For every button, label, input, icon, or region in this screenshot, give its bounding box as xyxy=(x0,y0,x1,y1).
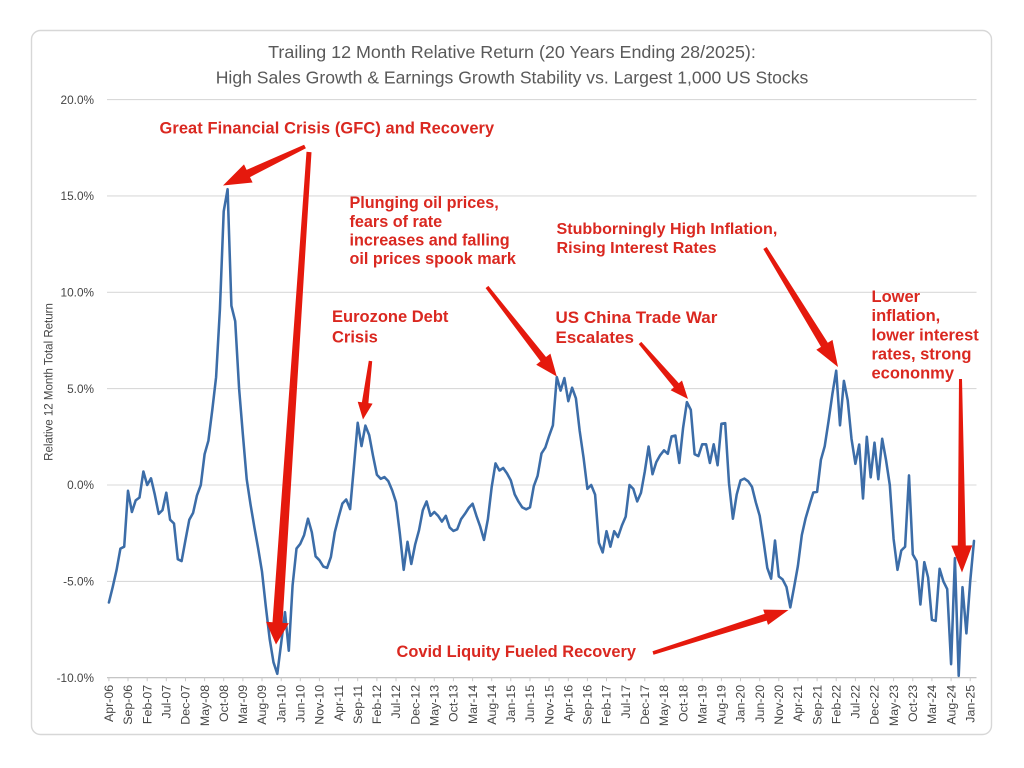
svg-text:fears of rate: fears of rate xyxy=(350,213,443,231)
svg-text:Lower: Lower xyxy=(872,288,921,306)
svg-text:Covid Liquity Fueled Recovery: Covid Liquity Fueled Recovery xyxy=(397,643,637,661)
svg-text:Stubborningly High Inflation,: Stubborningly High Inflation, xyxy=(557,220,778,238)
svg-text:Jun-15: Jun-15 xyxy=(523,685,537,723)
svg-text:econonmy: econonmy xyxy=(872,365,955,383)
svg-text:-5.0%: -5.0% xyxy=(63,575,94,589)
svg-text:-10.0%: -10.0% xyxy=(57,671,95,685)
svg-text:Jan-15: Jan-15 xyxy=(504,685,518,723)
svg-text:Nov-20: Nov-20 xyxy=(772,685,786,725)
svg-text:20.0%: 20.0% xyxy=(61,93,95,107)
svg-text:Jul-12: Jul-12 xyxy=(389,685,403,719)
svg-text:Oct-18: Oct-18 xyxy=(676,685,690,722)
svg-text:inflation,: inflation, xyxy=(872,307,941,325)
svg-text:oil prices spook mark: oil prices spook mark xyxy=(350,250,517,268)
svg-text:Feb-12: Feb-12 xyxy=(370,685,384,724)
svg-text:Dec-07: Dec-07 xyxy=(179,685,193,725)
svg-text:Apr-16: Apr-16 xyxy=(562,685,576,722)
svg-text:Mar-24: Mar-24 xyxy=(925,685,939,724)
svg-text:Feb-17: Feb-17 xyxy=(600,685,614,724)
svg-text:Oct-13: Oct-13 xyxy=(447,685,461,722)
svg-text:Sep-11: Sep-11 xyxy=(351,685,365,724)
svg-text:Dec-22: Dec-22 xyxy=(868,685,882,725)
svg-text:Apr-21: Apr-21 xyxy=(791,685,805,722)
svg-text:Sep-21: Sep-21 xyxy=(810,685,824,725)
svg-text:Mar-14: Mar-14 xyxy=(466,685,480,724)
svg-text:Oct-08: Oct-08 xyxy=(217,685,231,722)
svg-text:Jan-10: Jan-10 xyxy=(274,685,288,723)
svg-text:Jul-17: Jul-17 xyxy=(619,685,633,719)
svg-text:Aug-09: Aug-09 xyxy=(255,685,269,725)
svg-text:Nov-10: Nov-10 xyxy=(313,685,327,725)
svg-text:Jun-20: Jun-20 xyxy=(753,685,767,723)
svg-text:Plunging oil prices,: Plunging oil prices, xyxy=(350,194,499,212)
svg-text:Great Financial Crisis (GFC) a: Great Financial Crisis (GFC) and Recover… xyxy=(160,120,496,138)
svg-text:Feb-07: Feb-07 xyxy=(140,685,154,724)
svg-text:Sep-16: Sep-16 xyxy=(581,685,595,725)
svg-text:Relative 12 Month Total Return: Relative 12 Month Total Return xyxy=(44,303,56,461)
svg-text:Dec-17: Dec-17 xyxy=(638,685,652,725)
svg-text:Crisis: Crisis xyxy=(332,328,378,346)
svg-text:Apr-11: Apr-11 xyxy=(332,685,346,721)
svg-text:increases and falling: increases and falling xyxy=(350,232,510,250)
svg-text:Rising Interest Rates: Rising Interest Rates xyxy=(557,239,717,257)
svg-text:May-18: May-18 xyxy=(657,685,671,726)
svg-text:Jul-07: Jul-07 xyxy=(160,685,174,719)
svg-text:May-08: May-08 xyxy=(198,685,212,726)
svg-text:Jan-25: Jan-25 xyxy=(963,685,977,723)
svg-text:Mar-19: Mar-19 xyxy=(695,685,709,724)
svg-text:Trailing 12 Month Relative Ret: Trailing 12 Month Relative Return (20 Ye… xyxy=(268,42,756,62)
svg-text:May-23: May-23 xyxy=(887,685,901,726)
svg-text:0.0%: 0.0% xyxy=(67,478,94,492)
svg-text:rates, strong: rates, strong xyxy=(872,345,972,363)
svg-text:5.0%: 5.0% xyxy=(67,382,94,396)
svg-text:May-13: May-13 xyxy=(428,685,442,726)
svg-text:Mar-09: Mar-09 xyxy=(236,685,250,724)
svg-text:Aug-24: Aug-24 xyxy=(944,685,958,725)
svg-text:Aug-19: Aug-19 xyxy=(715,685,729,725)
svg-text:Eurozone Debt: Eurozone Debt xyxy=(332,308,449,326)
svg-text:Oct-23: Oct-23 xyxy=(906,685,920,722)
svg-text:Apr-06: Apr-06 xyxy=(102,685,116,722)
svg-text:Jan-20: Jan-20 xyxy=(734,685,748,723)
svg-text:High Sales Growth & Earnings G: High Sales Growth & Earnings Growth Stab… xyxy=(216,68,809,88)
svg-text:10.0%: 10.0% xyxy=(61,286,95,300)
svg-text:Feb-22: Feb-22 xyxy=(829,685,843,724)
svg-text:Sep-06: Sep-06 xyxy=(121,685,135,725)
svg-text:US China Trade War: US China Trade War xyxy=(556,308,718,327)
svg-text:Dec-12: Dec-12 xyxy=(408,685,422,725)
svg-text:Aug-14: Aug-14 xyxy=(485,685,499,725)
svg-text:Nov-15: Nov-15 xyxy=(542,685,556,725)
svg-text:lower interest: lower interest xyxy=(872,326,980,344)
svg-text:15.0%: 15.0% xyxy=(61,189,95,203)
svg-text:Jul-22: Jul-22 xyxy=(849,685,863,719)
svg-text:Escalates: Escalates xyxy=(556,328,634,347)
svg-text:Jun-10: Jun-10 xyxy=(294,685,308,723)
